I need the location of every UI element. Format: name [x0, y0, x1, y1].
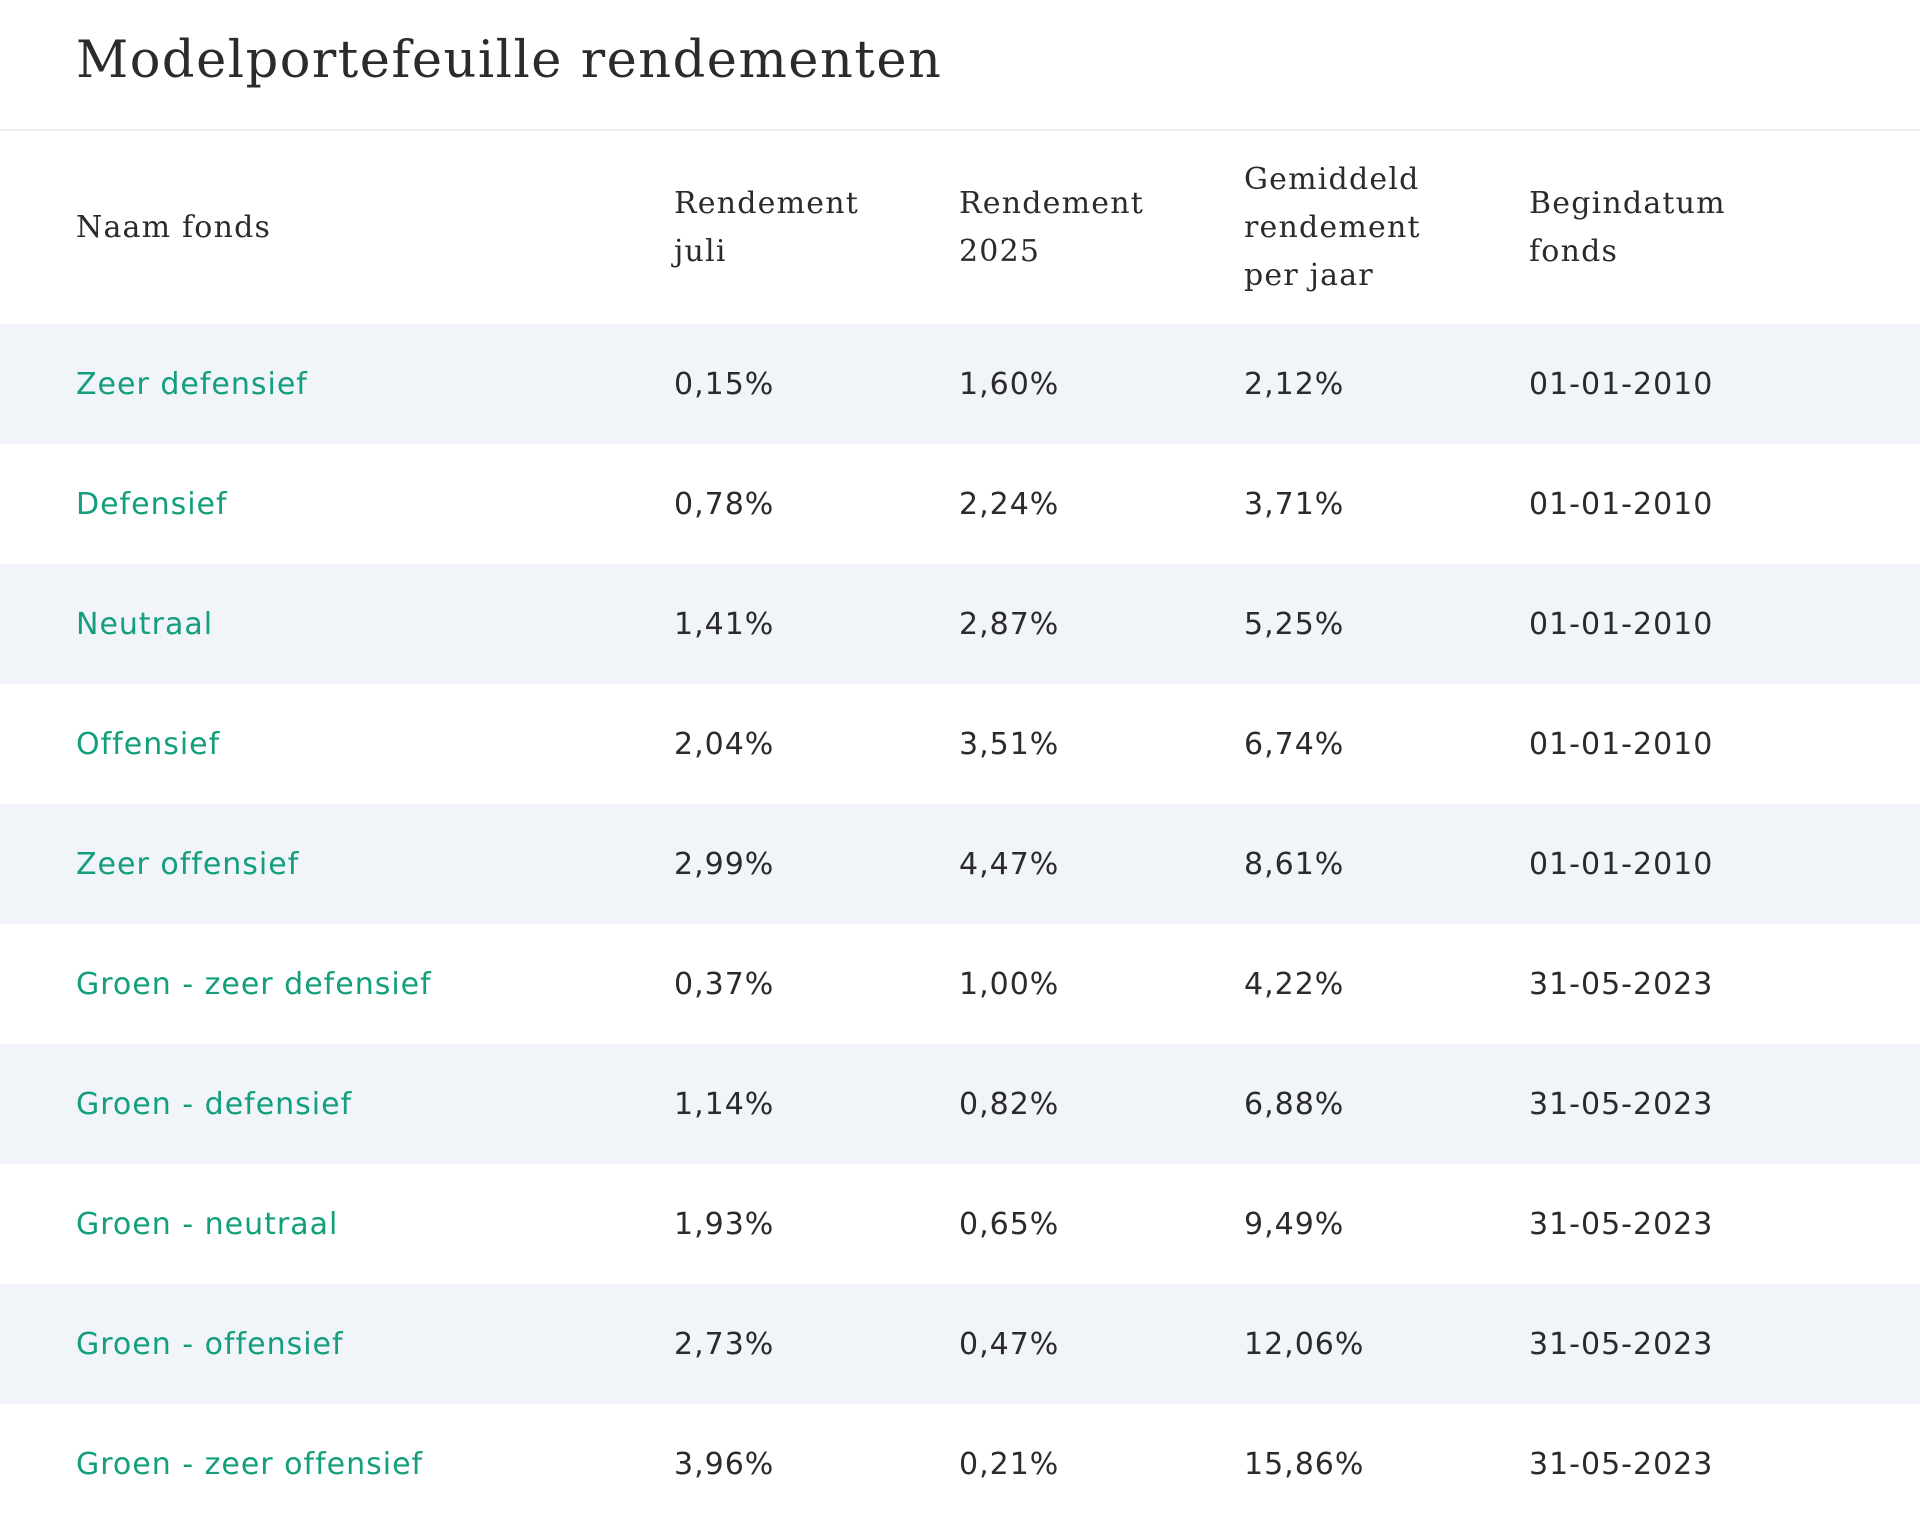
fund-name-cell: Groen - offensief: [0, 1327, 674, 1362]
return-year-cell: 0,21%: [959, 1446, 1060, 1482]
start-date-cell: 01-01-2010: [1529, 846, 1714, 882]
avg-return-cell: 4,22%: [1244, 966, 1345, 1002]
header-return-month: Rendement juli: [674, 180, 959, 276]
fund-link[interactable]: Neutraal: [76, 606, 214, 642]
fund-link[interactable]: Groen - neutraal: [76, 1206, 339, 1242]
avg-return-cell: 9,49%: [1244, 1206, 1345, 1242]
fund-link[interactable]: Groen - zeer offensief: [76, 1446, 424, 1482]
table-row: Groen - zeer offensief 3,96% 0,21% 15,86…: [0, 1404, 1920, 1524]
start-date-cell: 01-01-2010: [1529, 486, 1714, 522]
fund-link[interactable]: Zeer defensief: [76, 366, 308, 402]
header-avg-return-line: per jaar: [1244, 257, 1374, 293]
return-month-cell: 3,96%: [674, 1446, 775, 1482]
avg-return-cell: 12,06%: [1244, 1326, 1365, 1362]
header-avg-return-line: rendement: [1244, 209, 1421, 245]
page-title: Modelportefeuille rendementen: [76, 31, 943, 90]
avg-return-cell: 15,86%: [1244, 1446, 1365, 1482]
header-avg-return: Gemiddeld rendement per jaar: [1244, 156, 1529, 300]
start-date-cell: 31-05-2023: [1529, 1446, 1714, 1482]
table-row: Neutraal 1,41% 2,87% 5,25% 01-01-2010: [0, 564, 1920, 684]
table-row: Groen - offensief 2,73% 0,47% 12,06% 31-…: [0, 1284, 1920, 1404]
start-date-cell: 31-05-2023: [1529, 1086, 1714, 1122]
start-date-cell: 01-01-2010: [1529, 726, 1714, 762]
fund-name-cell: Groen - zeer defensief: [0, 967, 674, 1002]
return-year-cell: 2,24%: [959, 486, 1060, 522]
avg-return-cell: 6,88%: [1244, 1086, 1345, 1122]
fund-name-cell: Groen - neutraal: [0, 1207, 674, 1242]
start-date-cell: 31-05-2023: [1529, 966, 1714, 1002]
fund-link[interactable]: Groen - defensief: [76, 1086, 353, 1122]
return-year-cell: 0,47%: [959, 1326, 1060, 1362]
return-year-cell: 1,60%: [959, 366, 1060, 402]
header-return-year-line: 2025: [959, 233, 1041, 269]
table-row: Groen - zeer defensief 0,37% 1,00% 4,22%…: [0, 924, 1920, 1044]
table-row: Groen - neutraal 1,93% 0,65% 9,49% 31-05…: [0, 1164, 1920, 1284]
return-year-cell: 1,00%: [959, 966, 1060, 1002]
table-row: Zeer defensief 0,15% 1,60% 2,12% 01-01-2…: [0, 324, 1920, 444]
fund-name-cell: Zeer offensief: [0, 847, 674, 882]
return-month-cell: 2,99%: [674, 846, 775, 882]
avg-return-cell: 5,25%: [1244, 606, 1345, 642]
header-fund-name: Naam fonds: [0, 204, 674, 252]
return-month-cell: 0,78%: [674, 486, 775, 522]
table-row: Defensief 0,78% 2,24% 3,71% 01-01-2010: [0, 444, 1920, 564]
avg-return-cell: 8,61%: [1244, 846, 1345, 882]
return-month-cell: 1,41%: [674, 606, 775, 642]
returns-table: Naam fonds Rendement juli Rendement 2025…: [0, 131, 1920, 1524]
avg-return-cell: 6,74%: [1244, 726, 1345, 762]
title-bar: Modelportefeuille rendementen: [0, 0, 1920, 131]
fund-link[interactable]: Offensief: [76, 726, 221, 762]
header-start-date-line: fonds: [1529, 233, 1619, 269]
avg-return-cell: 2,12%: [1244, 366, 1345, 402]
return-year-cell: 0,82%: [959, 1086, 1060, 1122]
table-row: Zeer offensief 2,99% 4,47% 8,61% 01-01-2…: [0, 804, 1920, 924]
return-year-cell: 3,51%: [959, 726, 1060, 762]
header-return-month-line: juli: [674, 233, 727, 269]
header-start-date-line: Begindatum: [1529, 185, 1726, 221]
return-month-cell: 0,37%: [674, 966, 775, 1002]
fund-link[interactable]: Defensief: [76, 486, 228, 522]
start-date-cell: 01-01-2010: [1529, 606, 1714, 642]
return-year-cell: 2,87%: [959, 606, 1060, 642]
start-date-cell: 31-05-2023: [1529, 1326, 1714, 1362]
fund-name-cell: Groen - defensief: [0, 1087, 674, 1122]
start-date-cell: 31-05-2023: [1529, 1206, 1714, 1242]
fund-name-cell: Groen - zeer offensief: [0, 1447, 674, 1482]
return-year-cell: 4,47%: [959, 846, 1060, 882]
fund-link[interactable]: Groen - zeer defensief: [76, 966, 432, 1002]
fund-name-cell: Zeer defensief: [0, 367, 674, 402]
fund-name-cell: Offensief: [0, 727, 674, 762]
fund-link[interactable]: Groen - offensief: [76, 1326, 344, 1362]
avg-return-cell: 3,71%: [1244, 486, 1345, 522]
return-month-cell: 1,14%: [674, 1086, 775, 1122]
return-month-cell: 2,04%: [674, 726, 775, 762]
header-return-year-line: Rendement: [959, 185, 1144, 221]
return-month-cell: 0,15%: [674, 366, 775, 402]
return-month-cell: 2,73%: [674, 1326, 775, 1362]
table-row: Offensief 2,04% 3,51% 6,74% 01-01-2010: [0, 684, 1920, 804]
fund-name-cell: Defensief: [0, 487, 674, 522]
header-avg-return-line: Gemiddeld: [1244, 161, 1420, 197]
header-return-month-line: Rendement: [674, 185, 859, 221]
start-date-cell: 01-01-2010: [1529, 366, 1714, 402]
fund-link[interactable]: Zeer offensief: [76, 846, 300, 882]
fund-name-cell: Neutraal: [0, 607, 674, 642]
table-row: Groen - defensief 1,14% 0,82% 6,88% 31-0…: [0, 1044, 1920, 1164]
return-year-cell: 0,65%: [959, 1206, 1060, 1242]
header-start-date: Begindatum fonds: [1529, 180, 1920, 276]
return-month-cell: 1,93%: [674, 1206, 775, 1242]
table-header-row: Naam fonds Rendement juli Rendement 2025…: [0, 131, 1920, 324]
header-fund-name-line: Naam fonds: [76, 209, 272, 245]
header-return-year: Rendement 2025: [959, 180, 1244, 276]
